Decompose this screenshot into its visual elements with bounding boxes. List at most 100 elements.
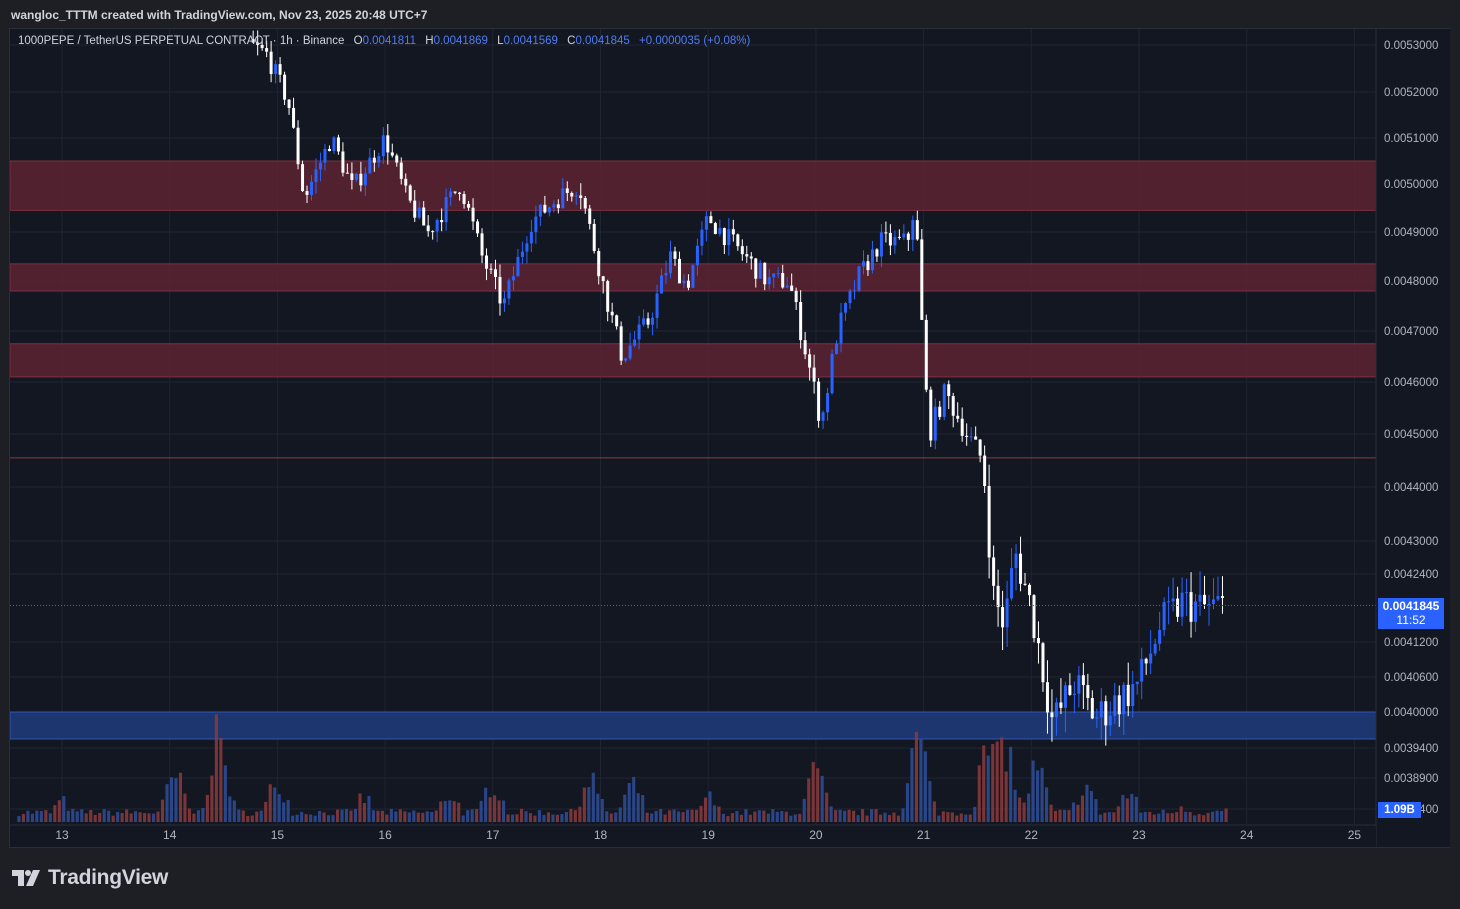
candle-body[interactable] xyxy=(1140,658,1144,682)
candle-body[interactable] xyxy=(785,285,789,288)
candle-body[interactable] xyxy=(920,239,924,320)
candle-body[interactable] xyxy=(615,315,619,327)
candle-body[interactable] xyxy=(969,436,973,438)
candle-body[interactable] xyxy=(1117,695,1121,715)
candle-body[interactable] xyxy=(462,194,466,205)
candle-body[interactable] xyxy=(422,207,426,226)
candle-body[interactable] xyxy=(1113,695,1117,716)
candle-body[interactable] xyxy=(525,243,529,252)
candle-body[interactable] xyxy=(556,204,560,209)
candle-body[interactable] xyxy=(565,188,569,194)
candle-body[interactable] xyxy=(570,193,574,197)
candle-body[interactable] xyxy=(781,273,785,288)
candle-body[interactable] xyxy=(251,39,255,43)
candle-body[interactable] xyxy=(852,290,856,292)
candle-body[interactable] xyxy=(857,266,861,291)
candle-body[interactable] xyxy=(256,42,260,45)
candle-body[interactable] xyxy=(754,258,758,279)
candle-body[interactable] xyxy=(772,273,776,278)
candle-body[interactable] xyxy=(296,127,300,165)
candle-body[interactable] xyxy=(444,197,448,223)
candle-body[interactable] xyxy=(507,280,511,299)
candle-body[interactable] xyxy=(677,258,681,284)
candle-body[interactable] xyxy=(646,318,650,325)
candle-body[interactable] xyxy=(417,207,421,218)
candle-body[interactable] xyxy=(534,216,538,232)
candle-body[interactable] xyxy=(404,178,408,186)
candle-body[interactable] xyxy=(1036,638,1040,644)
candle-body[interactable] xyxy=(861,261,865,267)
candle-body[interactable] xyxy=(1023,583,1027,585)
candle-body[interactable] xyxy=(579,195,583,198)
candle-body[interactable] xyxy=(866,261,870,271)
candle-body[interactable] xyxy=(660,275,664,294)
candle-body[interactable] xyxy=(1144,658,1148,664)
candle-body[interactable] xyxy=(1185,592,1189,594)
candle-body[interactable] xyxy=(314,169,318,182)
candle-body[interactable] xyxy=(992,557,996,586)
time-axis[interactable] xyxy=(10,826,1376,847)
candle-body[interactable] xyxy=(305,191,309,195)
candle-body[interactable] xyxy=(906,233,910,240)
candle-body[interactable] xyxy=(354,173,358,180)
candle-body[interactable] xyxy=(1153,643,1157,654)
candle-body[interactable] xyxy=(606,281,610,312)
candle-body[interactable] xyxy=(695,245,699,266)
candle-body[interactable] xyxy=(386,135,390,153)
price-chart[interactable]: 0.0053000 0.0052000 0.0051000 0.0050000 0.00… xyxy=(10,29,1450,847)
candle-body[interactable] xyxy=(642,318,646,325)
candle-body[interactable] xyxy=(960,418,964,436)
candle-body[interactable] xyxy=(588,208,592,224)
candle-body[interactable] xyxy=(1063,685,1067,708)
candle-body[interactable] xyxy=(597,250,601,277)
candle-body[interactable] xyxy=(911,220,915,240)
candle-body[interactable] xyxy=(884,232,888,234)
candle-body[interactable] xyxy=(1135,681,1139,685)
candle-body[interactable] xyxy=(552,204,556,208)
candle-body[interactable] xyxy=(511,276,515,281)
candle-body[interactable] xyxy=(933,406,937,441)
candle-body[interactable] xyxy=(336,137,340,152)
candle-body[interactable] xyxy=(278,64,282,75)
candle-body[interactable] xyxy=(826,393,830,413)
candle-body[interactable] xyxy=(1220,596,1224,598)
candle-body[interactable] xyxy=(1028,584,1032,596)
candle-body[interactable] xyxy=(543,204,547,213)
support-zone[interactable] xyxy=(10,711,1377,740)
candle-body[interactable] xyxy=(1081,675,1085,686)
candle-body[interactable] xyxy=(870,249,874,271)
candle-body[interactable] xyxy=(938,406,942,417)
candle-body[interactable] xyxy=(1216,596,1220,600)
candle-body[interactable] xyxy=(651,317,655,325)
candle-body[interactable] xyxy=(1041,643,1045,683)
candle-body[interactable] xyxy=(628,345,632,359)
candle-body[interactable] xyxy=(1131,684,1135,707)
candle-body[interactable] xyxy=(377,156,381,163)
candle-body[interactable] xyxy=(951,396,955,416)
candle-body[interactable] xyxy=(323,148,327,163)
candle-body[interactable] xyxy=(1180,592,1184,617)
candle-body[interactable] xyxy=(1171,598,1175,602)
candle-body[interactable] xyxy=(713,223,717,234)
candle-body[interactable] xyxy=(269,51,273,75)
candle-body[interactable] xyxy=(839,312,843,344)
candle-body[interactable] xyxy=(704,216,708,230)
candle-body[interactable] xyxy=(363,173,367,186)
candle-body[interactable] xyxy=(610,311,614,316)
candle-body[interactable] xyxy=(493,269,497,277)
candle-body[interactable] xyxy=(1032,595,1036,639)
candle-body[interactable] xyxy=(413,200,417,218)
candle-body[interactable] xyxy=(821,412,825,421)
candle-body[interactable] xyxy=(449,191,453,198)
candle-body[interactable] xyxy=(956,415,960,419)
candle-body[interactable] xyxy=(1077,675,1081,694)
candle-body[interactable] xyxy=(345,172,349,174)
candle-body[interactable] xyxy=(915,220,919,240)
candle-body[interactable] xyxy=(763,262,767,285)
candle-body[interactable] xyxy=(740,246,744,255)
candle-body[interactable] xyxy=(426,225,430,232)
candle-body[interactable] xyxy=(745,254,749,257)
candle-body[interactable] xyxy=(673,251,677,259)
candle-body[interactable] xyxy=(485,255,489,269)
candle-body[interactable] xyxy=(718,228,722,234)
